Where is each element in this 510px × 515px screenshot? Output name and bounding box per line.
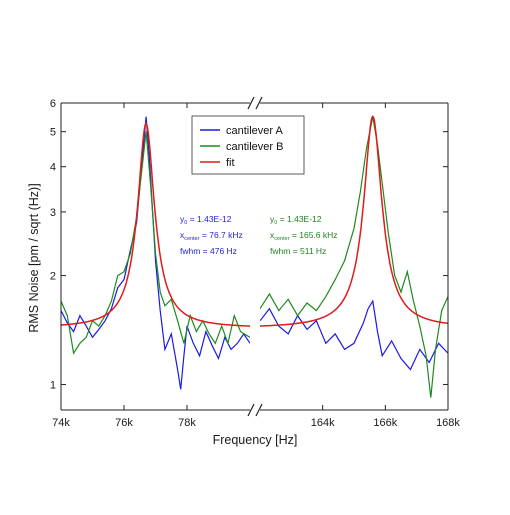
legend-label: cantilever B xyxy=(226,141,283,153)
legend-box xyxy=(191,115,305,175)
axis-break-mark xyxy=(255,403,263,417)
y-axis-title: RMS Noise [pm / sqrt (Hz)] xyxy=(27,183,41,332)
fit-annotation-line-right: xcenter = 165.6 kHz xyxy=(270,230,338,242)
x-tick-label: 74k xyxy=(52,417,70,429)
fit-annotation-line-right: y0 = 1.43E-12 xyxy=(270,214,322,226)
legend-label: cantilever A xyxy=(226,125,284,137)
x-axis-title: Frequency [Hz] xyxy=(213,433,298,447)
y-tick-label: 3 xyxy=(50,207,56,219)
x-tick-label: 166k xyxy=(373,417,397,429)
y-tick-label: 4 xyxy=(50,162,56,174)
fit-annotation-line-left: fwhm = 476 Hz xyxy=(180,246,237,256)
axis-break-mark xyxy=(247,96,255,110)
axis-break-mark xyxy=(255,96,263,110)
series-line-cantilever-a-left xyxy=(61,116,250,390)
fit-annotation-line-right: fwhm = 511 Hz xyxy=(270,246,326,256)
x-tick-label: 164k xyxy=(311,417,335,429)
y-tick-label: 5 xyxy=(50,127,56,139)
y-tick-label: 1 xyxy=(50,379,56,391)
y-tick-label: 6 xyxy=(50,98,56,110)
fit-curve-left xyxy=(61,121,250,327)
y-tick-label: 2 xyxy=(50,271,56,283)
fit-curve-right xyxy=(260,115,448,327)
x-tick-label: 168k xyxy=(436,417,460,429)
legend-label: fit xyxy=(226,157,235,169)
x-tick-label: 76k xyxy=(115,417,133,429)
fit-annotation-line-left: y0 = 1.43E-12 xyxy=(180,214,232,226)
x-tick-label: 78k xyxy=(178,417,196,429)
fit-annotation-line-left: xcenter = 76.7 kHz xyxy=(180,230,243,242)
series-line-cantilever-a-right xyxy=(260,299,448,371)
series-line-cantilever-b-left xyxy=(61,131,250,355)
axis-break-mark xyxy=(247,403,255,417)
